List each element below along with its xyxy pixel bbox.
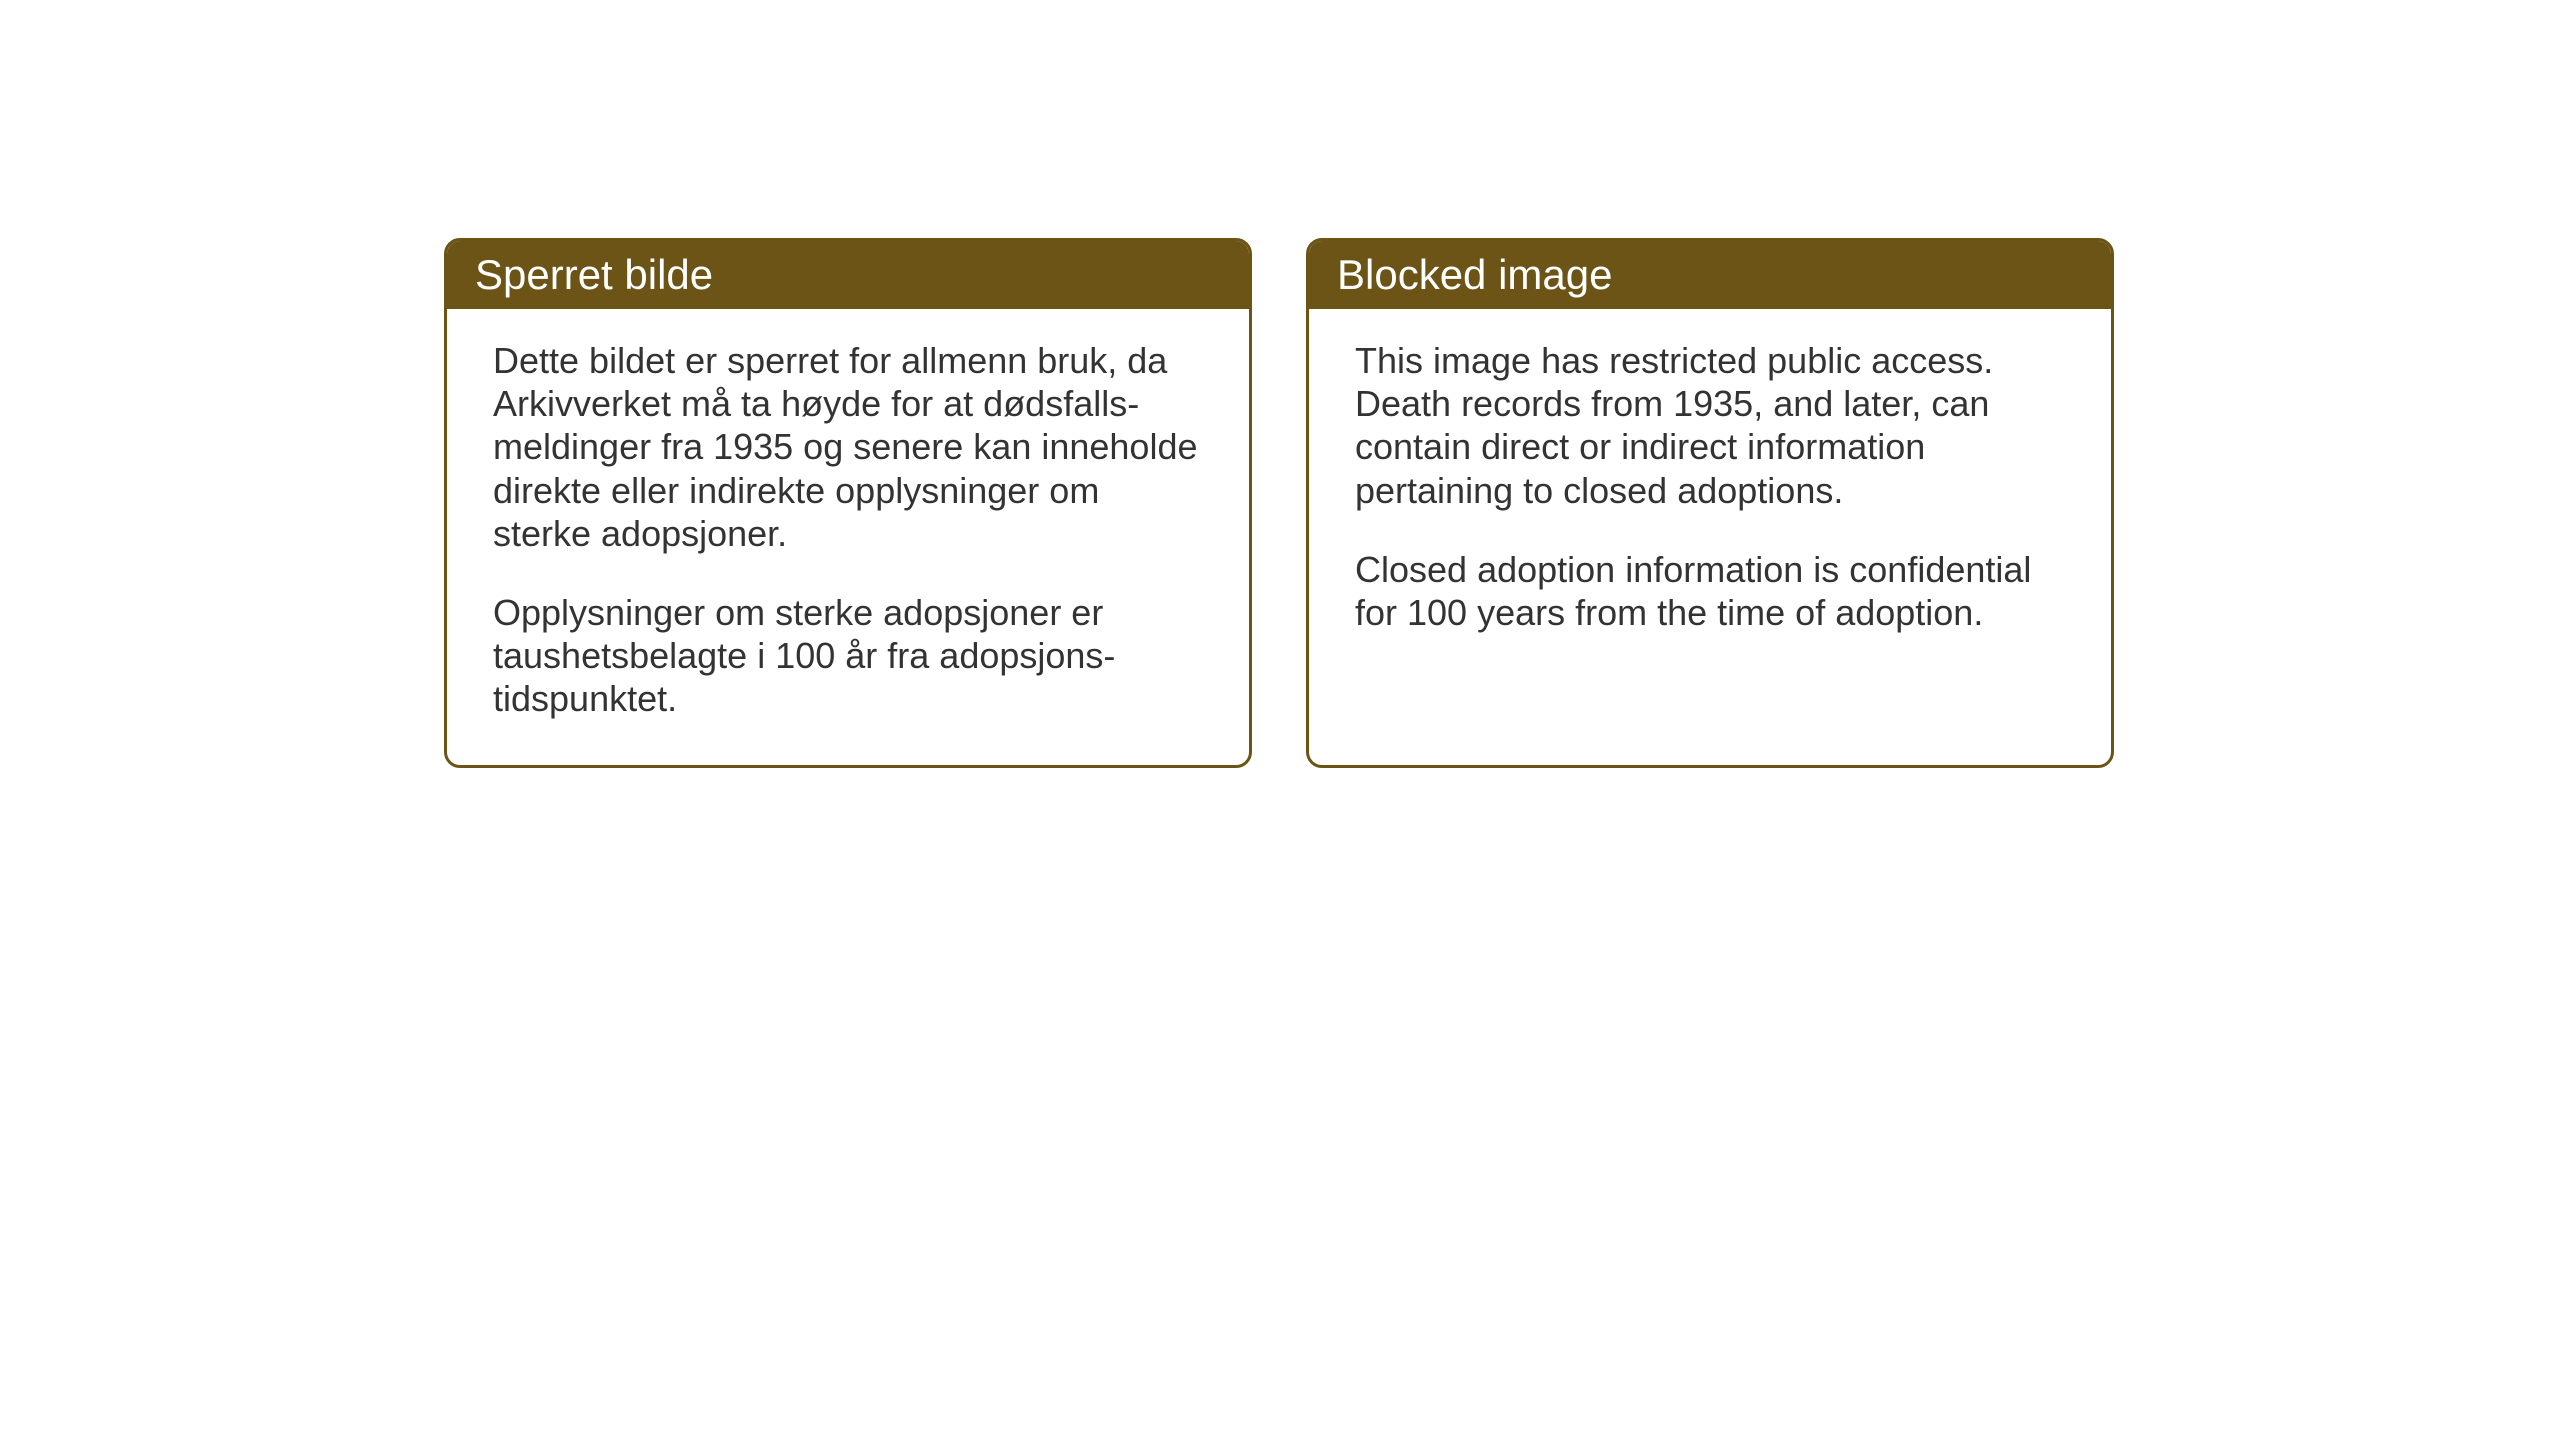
card-paragraph: Dette bildet er sperret for allmenn bruk… [493,339,1203,555]
notice-card-english: Blocked image This image has restricted … [1306,238,2114,768]
card-header: Sperret bilde [447,241,1249,309]
card-paragraph: Closed adoption information is confident… [1355,548,2065,634]
notice-card-norwegian: Sperret bilde Dette bildet er sperret fo… [444,238,1252,768]
card-header: Blocked image [1309,241,2111,309]
card-paragraph: Opplysninger om sterke adopsjoner er tau… [493,591,1203,721]
card-body: Dette bildet er sperret for allmenn bruk… [447,309,1249,765]
card-title: Sperret bilde [475,251,1221,299]
card-paragraph: This image has restricted public access.… [1355,339,2065,512]
notice-cards-container: Sperret bilde Dette bildet er sperret fo… [444,238,2114,768]
card-title: Blocked image [1337,251,2083,299]
card-body: This image has restricted public access.… [1309,309,2111,720]
